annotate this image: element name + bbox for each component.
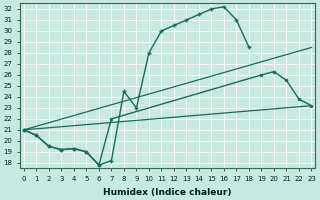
X-axis label: Humidex (Indice chaleur): Humidex (Indice chaleur) — [103, 188, 232, 197]
